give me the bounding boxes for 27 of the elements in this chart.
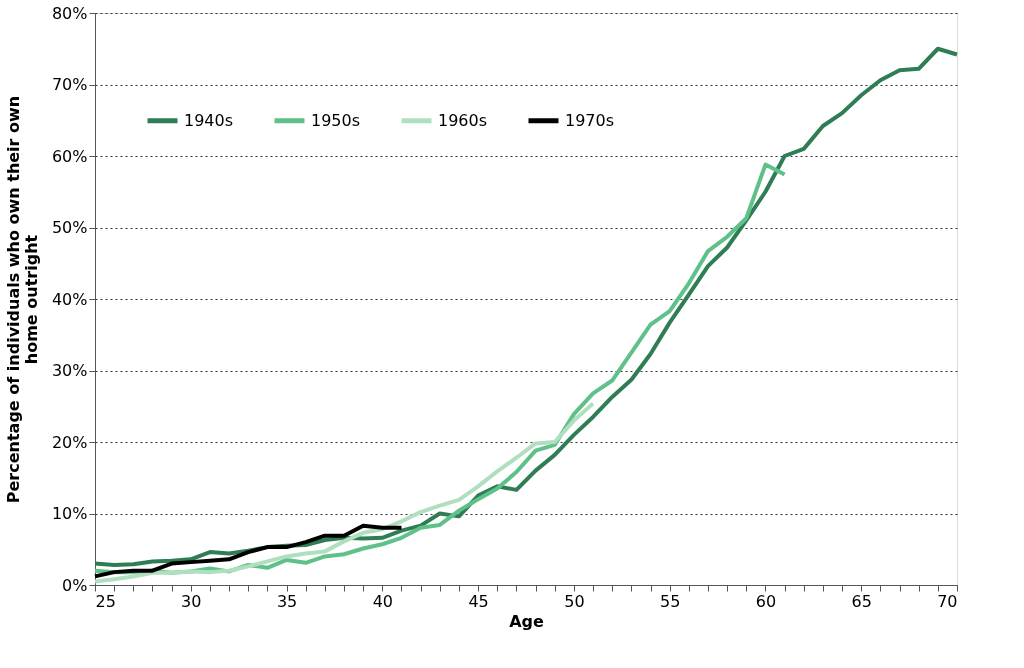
y-tick-label: 70% xyxy=(51,75,88,94)
line-series xyxy=(93,401,596,584)
y-tick-label: 0% xyxy=(62,575,88,595)
y-tick-label: 30% xyxy=(51,361,88,380)
y-tick-label: 20% xyxy=(51,432,88,452)
x-tick-label: 50 xyxy=(564,591,585,611)
x-tick-label: 45 xyxy=(468,591,489,611)
x-tick-label: 25 xyxy=(95,591,116,611)
y-tick-label: 60% xyxy=(51,146,88,166)
legend-label: 1960s xyxy=(438,110,488,130)
x-tick-label: 60 xyxy=(755,591,777,611)
y-tick-label: 40% xyxy=(51,289,88,309)
line-series xyxy=(93,523,404,579)
y-tick-label: 80% xyxy=(51,3,88,23)
x-tick-label: 55 xyxy=(659,591,681,611)
x-tick-label: 65 xyxy=(851,591,872,611)
y-axis-title: Percentage of individuals who own their own home outright xyxy=(3,95,41,504)
y-tick-label: 50% xyxy=(51,218,88,237)
x-tick-label: 40 xyxy=(372,591,394,611)
legend-label: 1950s xyxy=(311,110,361,130)
x-tick-label: 70 xyxy=(937,591,958,611)
y-tick-label: 10% xyxy=(51,504,88,523)
x-tick-label: 35 xyxy=(276,591,298,611)
legend-label: 1940s xyxy=(184,110,234,130)
legend-label: 1970s xyxy=(565,110,615,130)
x-tick-label: 30 xyxy=(181,591,202,611)
x-axis-title: Age xyxy=(509,611,544,631)
